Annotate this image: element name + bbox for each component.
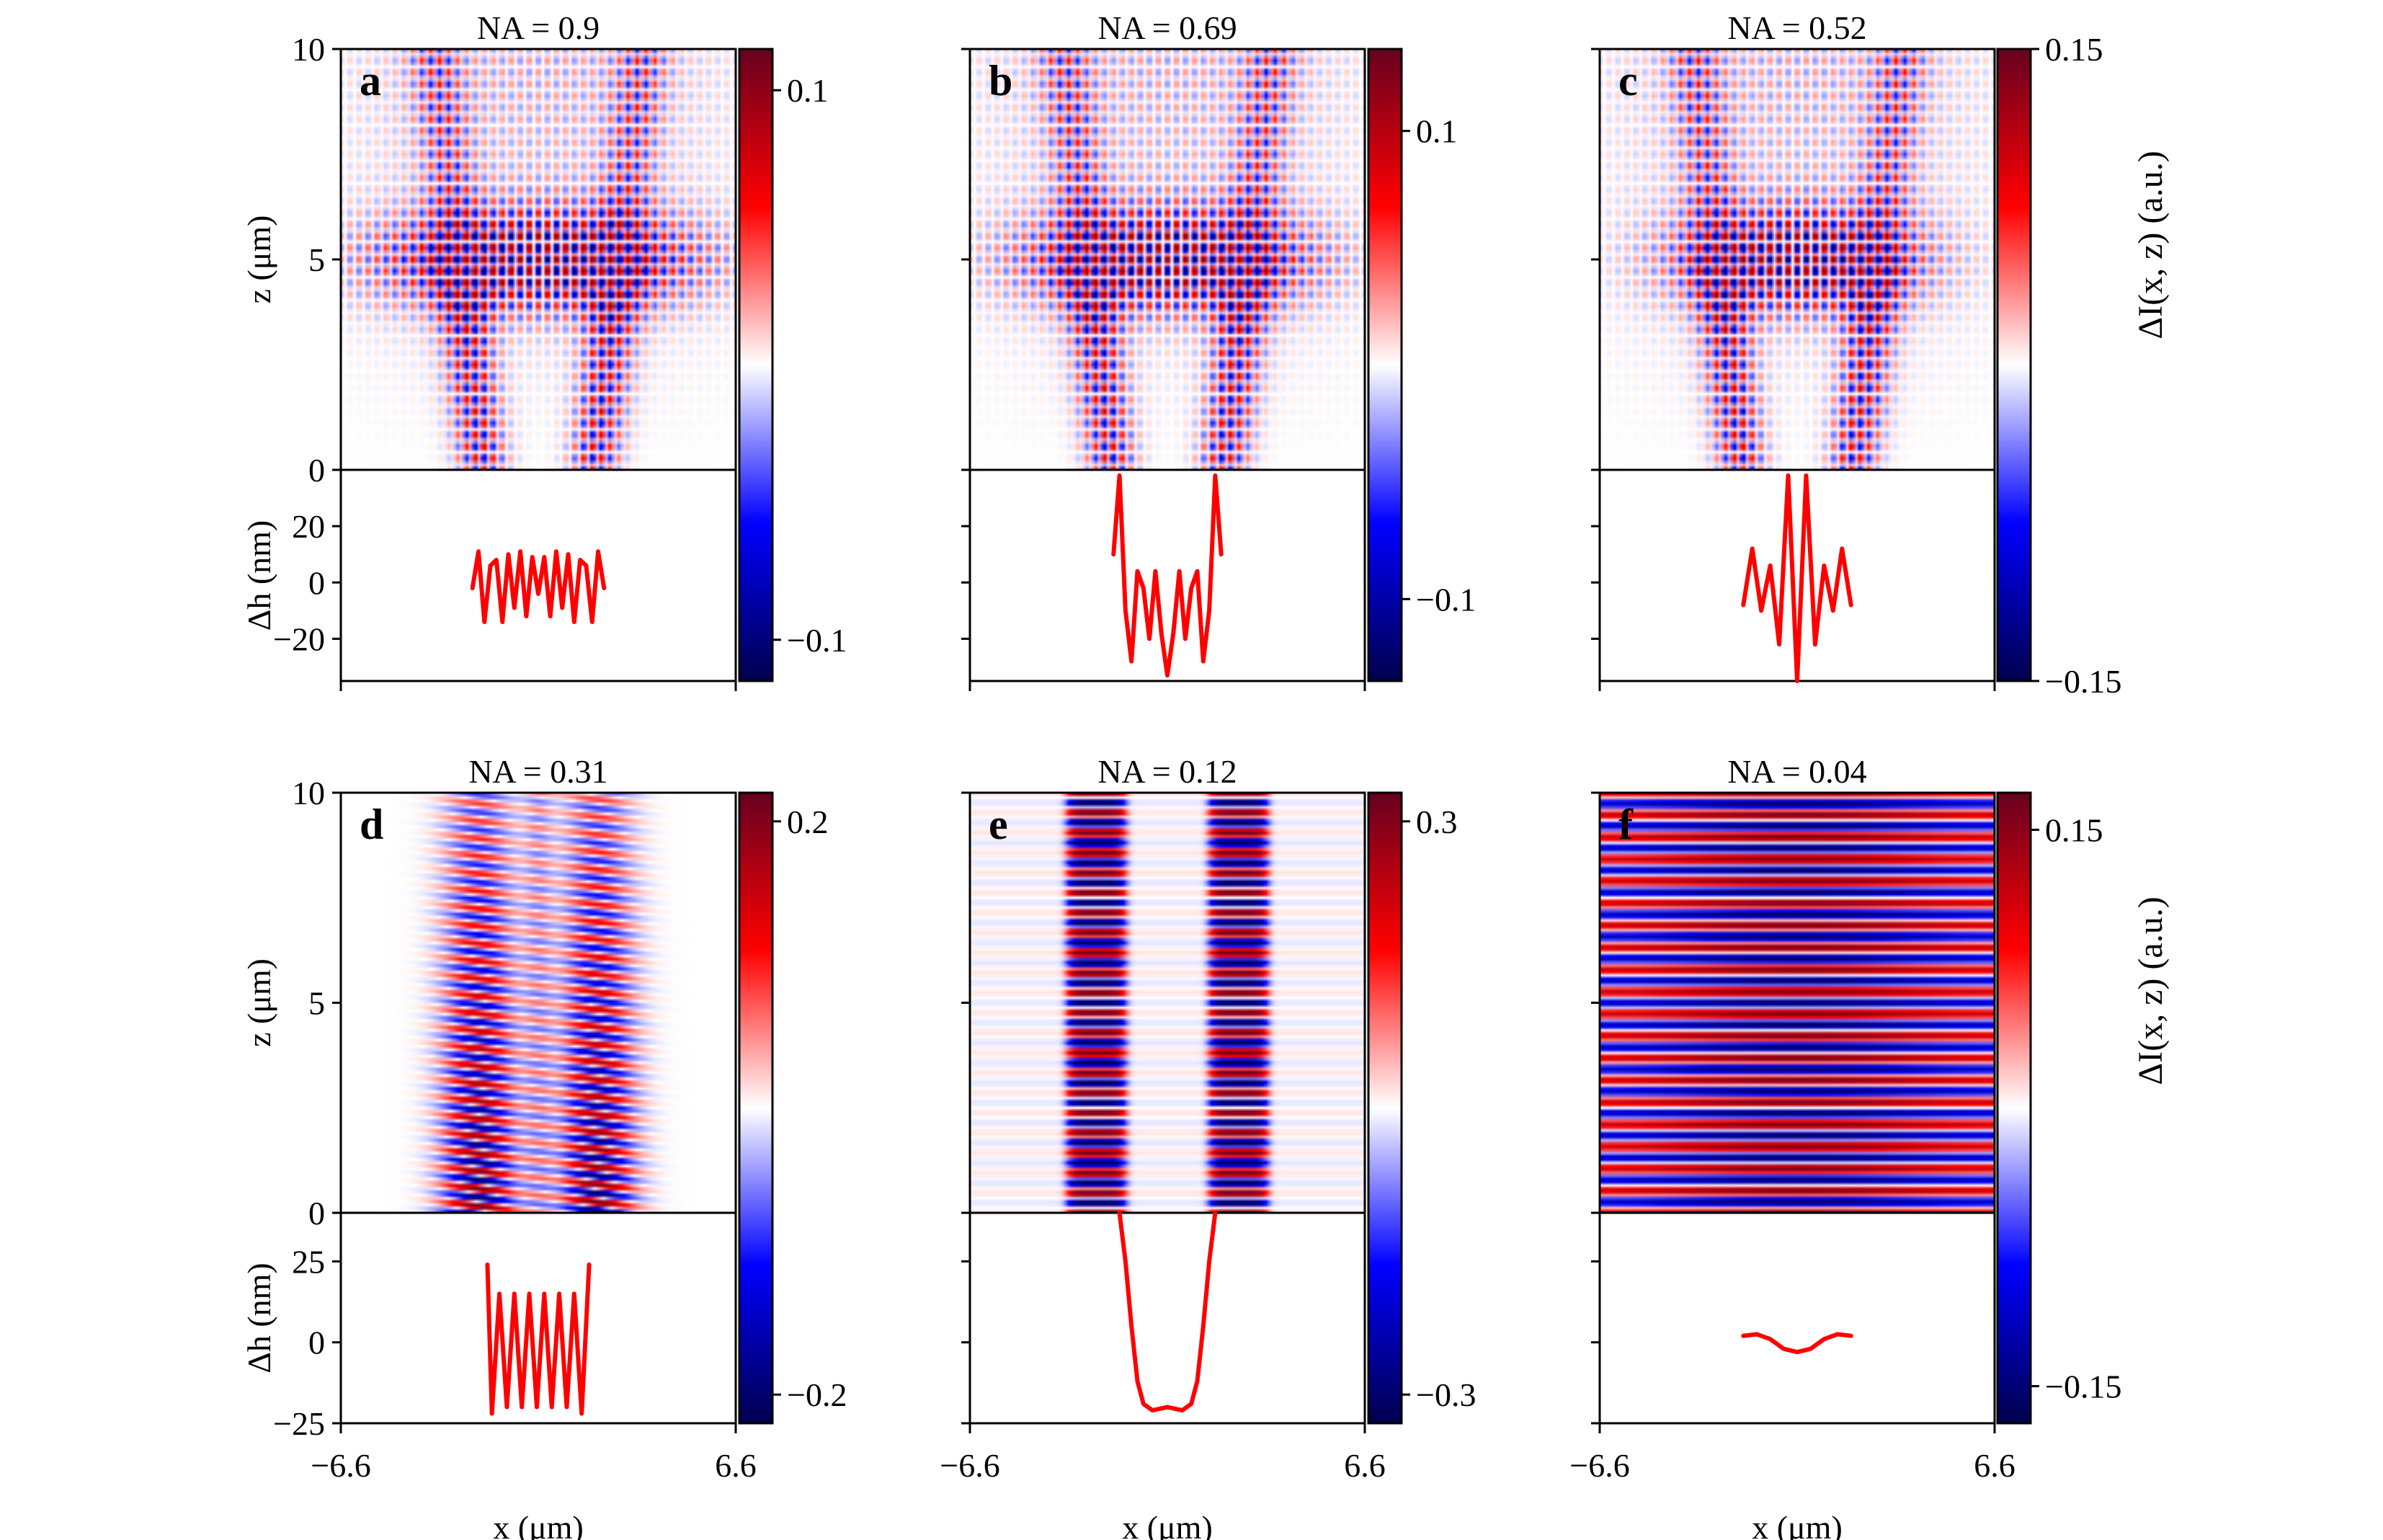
x-tick-label: −6.6 — [311, 1447, 370, 1484]
profile-line — [1741, 1332, 1853, 1355]
colorbar — [1367, 48, 1403, 682]
colorbar-tick-label: −0.3 — [1416, 1376, 1476, 1413]
colorbar-tick-label: 0.15 — [2045, 811, 2103, 848]
heatmap-image — [970, 793, 1365, 1213]
panel-title: NA = 0.9 — [477, 9, 600, 46]
panel-d: NA = 0.31 d 0 5 10 z (μm) 25 0 −25 Δh (nm) −6.6 6.6… — [241, 753, 847, 1540]
profile-frame — [339, 468, 737, 682]
colorbar-tick-label: 0.1 — [787, 72, 829, 109]
heatmap-image — [1600, 49, 1995, 470]
h-tick-label: 0 — [308, 564, 325, 601]
x-tick-label: 6.6 — [1344, 1447, 1386, 1484]
profile-frame — [968, 1211, 1366, 1425]
profile-line — [485, 1262, 592, 1416]
profile-line — [1111, 473, 1224, 678]
colorbar-tick-label: 0.2 — [787, 804, 829, 840]
profile-frame — [1598, 1211, 1996, 1425]
colorbar-tick-label: −0.15 — [2045, 1368, 2121, 1405]
colorbar-label-top: ΔI(x, z) (a.u.) — [2132, 151, 2170, 339]
panel-title: NA = 0.04 — [1727, 753, 1866, 790]
colorbar — [738, 48, 774, 682]
z-tick-label: 0 — [308, 1195, 325, 1232]
profile-frame — [968, 468, 1366, 682]
z-tick-label: 5 — [308, 985, 325, 1022]
heatmap-image — [341, 49, 736, 470]
colorbar-tick-label: 0.15 — [2045, 31, 2103, 68]
panel-title: NA = 0.69 — [1097, 9, 1237, 46]
heatmap-image — [341, 793, 736, 1213]
h-tick-label: −20 — [273, 620, 325, 657]
z-tick-label: 5 — [308, 241, 325, 278]
panel-title: NA = 0.52 — [1727, 9, 1866, 46]
z-axis-label: z (μm) — [241, 215, 277, 304]
colorbar-tick-label: −0.1 — [1416, 581, 1476, 618]
panel-c: NA = 0.52 c 0.15 −0.15 — [1591, 9, 2121, 700]
panel-letter: c — [1618, 57, 1638, 104]
h-tick-label: 0 — [308, 1325, 325, 1361]
x-tick-label: 6.6 — [1974, 1447, 2015, 1484]
x-axis-label: x (μm) — [493, 1509, 584, 1540]
x-axis-label: x (μm) — [1752, 1509, 1843, 1540]
profile-line — [470, 549, 607, 624]
profile-line — [1741, 473, 1853, 683]
z-tick-label: 10 — [292, 775, 325, 811]
x-axis-label: x (μm) — [1122, 1509, 1213, 1540]
colorbar — [1996, 48, 2032, 682]
x-tick-label: −6.6 — [940, 1447, 999, 1484]
heatmap-image — [970, 49, 1365, 470]
h-tick-label: 25 — [292, 1243, 325, 1280]
h-axis-label: Δh (nm) — [241, 1263, 277, 1374]
colorbar-tick-label: −0.2 — [787, 1376, 847, 1413]
panel-title: NA = 0.12 — [1097, 753, 1237, 790]
colorbar-tick-label: 0.1 — [1416, 113, 1458, 150]
panel-letter: e — [989, 801, 1008, 848]
x-tick-label: 6.6 — [715, 1447, 757, 1484]
z-axis-label: z (μm) — [241, 958, 277, 1047]
heatmap-image — [1600, 793, 1995, 1213]
colorbar — [738, 791, 774, 1425]
h-tick-label: 20 — [292, 508, 325, 545]
colorbar-tick-label: −0.15 — [2045, 663, 2121, 700]
panel-letter: a — [360, 57, 381, 104]
colorbar-tick-label: 0.3 — [1416, 804, 1458, 840]
colorbar-tick-label: −0.1 — [787, 622, 847, 659]
panel-e: NA = 0.12 e −6.6 6.6 x (μm) 0.3 −0.3 — [940, 753, 1476, 1540]
panel-b: NA = 0.69 b 0.1 −0.1 — [961, 9, 1476, 691]
h-axis-label: Δh (nm) — [241, 520, 277, 631]
panel-letter: b — [989, 57, 1012, 104]
z-tick-label: 0 — [308, 452, 325, 489]
panel-title: NA = 0.31 — [468, 753, 607, 790]
panel-letter: d — [360, 801, 383, 848]
panel-letter: f — [1618, 801, 1634, 848]
colorbar — [1367, 791, 1403, 1425]
colorbar-label-bottom: ΔI(x, z) (a.u.) — [2132, 896, 2170, 1085]
profile-frame — [339, 1211, 737, 1425]
z-tick-label: 10 — [292, 31, 325, 68]
colorbar — [1996, 791, 2032, 1425]
panel-f: NA = 0.04 f −6.6 6.6 x (μm) 0.15 −0.15 — [1569, 753, 2121, 1540]
h-tick-label: −25 — [273, 1405, 325, 1442]
x-tick-label: −6.6 — [1569, 1447, 1629, 1484]
profile-line — [1117, 1211, 1218, 1413]
